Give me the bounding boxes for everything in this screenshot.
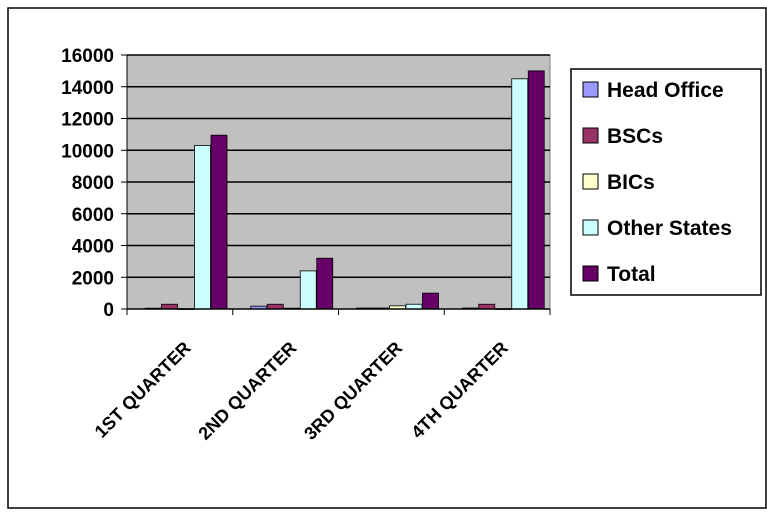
bar-total [317, 258, 333, 309]
y-tick-label: 4000 [72, 237, 114, 258]
legend-label: BICs [607, 171, 655, 194]
legend-swatch [583, 266, 598, 281]
bar-other-states [300, 271, 316, 309]
y-tick-label: 0 [103, 300, 114, 321]
legend-swatch [583, 82, 598, 97]
bar-total [423, 293, 439, 309]
legend-label: Other States [607, 217, 732, 240]
bar-total [528, 71, 544, 309]
legend-label: Total [607, 263, 656, 286]
y-tick-label: 12000 [61, 110, 114, 131]
y-tick-label: 6000 [72, 205, 114, 226]
legend: Head Office BSCs BICs Other States Total [571, 69, 761, 295]
legend-swatch [583, 128, 598, 143]
y-tick-label: 2000 [72, 268, 114, 289]
bar-total [211, 135, 227, 309]
y-tick-label: 8000 [72, 173, 114, 194]
bar-other-states [195, 145, 211, 309]
y-tick-label: 14000 [61, 78, 114, 99]
legend-label: Head Office [607, 79, 724, 102]
legend-label: BSCs [607, 125, 663, 148]
legend-box [571, 69, 761, 295]
legend-swatch [583, 174, 598, 189]
y-tick-label: 16000 [61, 46, 114, 67]
y-tick-label: 10000 [61, 141, 114, 162]
legend-swatch [583, 220, 598, 235]
bar-other-states [512, 79, 528, 309]
